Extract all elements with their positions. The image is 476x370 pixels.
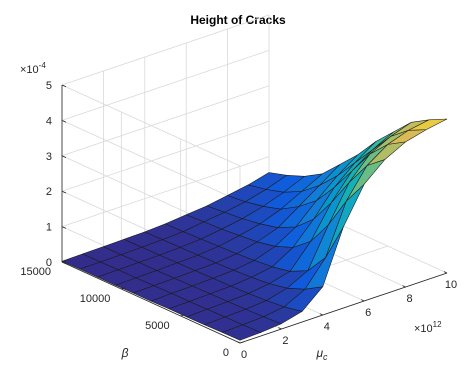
- grid-line-side-z: [61, 14, 270, 86]
- x-tick-label: 10: [445, 279, 457, 291]
- x-axis-label-subscript: c: [323, 352, 328, 362]
- y-tick: [180, 314, 185, 317]
- x-axis-line: [239, 272, 448, 344]
- y-axis-label: β: [121, 346, 129, 360]
- x-tick: [443, 271, 448, 274]
- x-tick-label: 0: [241, 349, 247, 361]
- grid-line-side-z: [61, 156, 270, 227]
- z-tick: [61, 155, 67, 158]
- x-tick: [402, 285, 406, 288]
- z-tick-label: 5: [46, 80, 52, 92]
- z-tick: [61, 84, 67, 88]
- z-tick-label: 4: [46, 115, 52, 127]
- y-tick-label: 10000: [80, 293, 111, 305]
- y-tick-label: 5000: [145, 320, 169, 332]
- grid-line-side-z: [61, 120, 270, 192]
- z-tick-label: 2: [46, 186, 52, 198]
- z-tick: [61, 190, 67, 194]
- x-tick-label: 4: [324, 321, 330, 333]
- z-tick: [61, 226, 67, 229]
- surface-facet: [408, 118, 448, 131]
- x-tick: [236, 341, 241, 344]
- x-tick: [278, 327, 282, 330]
- x-tick-label: 2: [282, 335, 288, 347]
- x-tick-label: 6: [365, 307, 371, 319]
- x-exponent-label: ×1012: [414, 320, 442, 335]
- z-tick-label: 0: [46, 257, 52, 269]
- x-tick: [319, 313, 323, 316]
- axis-lines: [61, 84, 448, 344]
- y-tick: [61, 260, 67, 263]
- grid-line-side-z: [61, 50, 270, 121]
- surface-mesh: [61, 118, 448, 341]
- x-axis-label: μc: [315, 346, 328, 362]
- y-tick-label: 15000: [20, 266, 51, 278]
- y-tick-label: 0: [223, 347, 229, 359]
- z-tick: [61, 120, 67, 123]
- grid-line-side-z: [61, 85, 270, 157]
- x-tick-label: 8: [407, 293, 413, 305]
- x-tick: [361, 299, 365, 302]
- y-axis-line: [61, 261, 241, 344]
- y-tick: [239, 341, 245, 344]
- y-tick: [121, 287, 126, 290]
- z-tick-label: 1: [46, 222, 52, 234]
- z-tick-label: 3: [46, 151, 52, 163]
- chart-title: Height of Cracks: [190, 13, 286, 27]
- z-tick: [61, 261, 67, 265]
- z-exponent-label: ×10-4: [20, 61, 46, 76]
